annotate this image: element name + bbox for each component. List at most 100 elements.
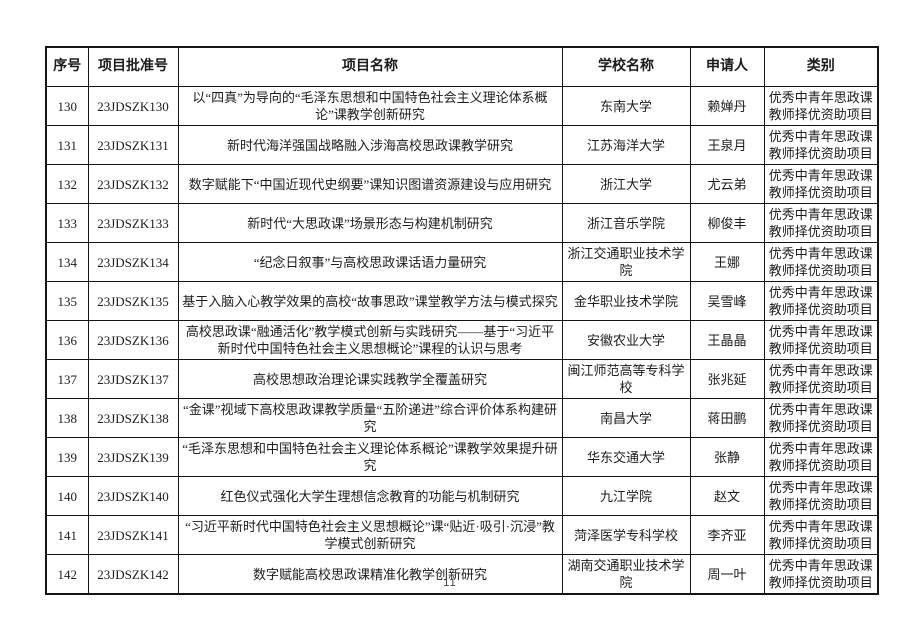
cell-applicant: 柳俊丰	[689, 203, 765, 244]
cell-school: 南昌大学	[561, 398, 691, 439]
cell-school: 九江学院	[561, 476, 691, 517]
cell-applicant: 张静	[689, 437, 765, 478]
cell-school: 金华职业技术学院	[561, 281, 691, 322]
cell-no: 138	[45, 398, 89, 439]
table-row: 135 23JDSZK135 基于入脑入心教学效果的高校“故事思政”课堂教学方法与模…	[45, 281, 879, 322]
cell-project-name: “金课”视域下高校思政课教学质量“五阶递进”综合评价体系构建研究	[177, 398, 563, 439]
cell-project-name: 以“四真”为导向的“毛泽东思想和中国特色社会主义理论体系概论”课教学创新研究	[177, 86, 563, 127]
cell-no: 134	[45, 242, 89, 283]
cell-applicant: 尤云弟	[689, 164, 765, 205]
cell-category: 优秀中青年思政课教师择优资助项目	[763, 359, 879, 400]
cell-project-name: 高校思想政治理论课实践教学全覆盖研究	[177, 359, 563, 400]
cell-applicant: 吴雪峰	[689, 281, 765, 322]
page-number: 11	[443, 577, 457, 589]
column-header-category: 类别	[763, 46, 879, 88]
column-header-project-name: 项目名称	[177, 46, 563, 88]
cell-approval-no: 23JDSZK133	[87, 203, 179, 244]
cell-category: 优秀中青年思政课教师择优资助项目	[763, 437, 879, 478]
cell-category: 优秀中青年思政课教师择优资助项目	[763, 125, 879, 166]
cell-category: 优秀中青年思政课教师择优资助项目	[763, 320, 879, 361]
cell-school: 湖南交通职业技术学院	[561, 554, 691, 595]
cell-school: 闽江师范高等专科学校	[561, 359, 691, 400]
document-page: 序号 项目批准号 项目名称 学校名称 申请人 类别 130 23JDSZK130 以…	[45, 46, 879, 596]
cell-school: 浙江音乐学院	[561, 203, 691, 244]
cell-school: 安徽农业大学	[561, 320, 691, 361]
cell-no: 133	[45, 203, 89, 244]
cell-no: 130	[45, 86, 89, 127]
cell-applicant: 王娜	[689, 242, 765, 283]
cell-school: 华东交通大学	[561, 437, 691, 478]
cell-applicant: 李齐亚	[689, 515, 765, 556]
cell-no: 137	[45, 359, 89, 400]
cell-no: 140	[45, 476, 89, 517]
cell-no: 135	[45, 281, 89, 322]
cell-school: 菏泽医学专科学校	[561, 515, 691, 556]
cell-category: 优秀中青年思政课教师择优资助项目	[763, 515, 879, 556]
cell-approval-no: 23JDSZK135	[87, 281, 179, 322]
cell-applicant: 张兆延	[689, 359, 765, 400]
table-body: 130 23JDSZK130 以“四真”为导向的“毛泽东思想和中国特色社会主义理论体…	[45, 86, 879, 595]
cell-category: 优秀中青年思政课教师择优资助项目	[763, 242, 879, 283]
cell-school: 浙江大学	[561, 164, 691, 205]
cell-project-name: 新时代海洋强国战略融入涉海高校思政课教学研究	[177, 125, 563, 166]
cell-applicant: 赖婵丹	[689, 86, 765, 127]
cell-project-name: 红色仪式强化大学生理想信念教育的功能与机制研究	[177, 476, 563, 517]
cell-project-name: 新时代“大思政课”场景形态与构建机制研究	[177, 203, 563, 244]
cell-category: 优秀中青年思政课教师择优资助项目	[763, 86, 879, 127]
cell-approval-no: 23JDSZK136	[87, 320, 179, 361]
column-header-applicant: 申请人	[689, 46, 765, 88]
table-row: 133 23JDSZK133 新时代“大思政课”场景形态与构建机制研究 浙江音乐学院柳…	[45, 203, 879, 244]
cell-approval-no: 23JDSZK137	[87, 359, 179, 400]
cell-project-name: 高校思政课“融通活化”教学模式创新与实践研究——基于“习近平新时代中国特色社会主…	[177, 320, 563, 361]
cell-category: 优秀中青年思政课教师择优资助项目	[763, 476, 879, 517]
cell-approval-no: 23JDSZK139	[87, 437, 179, 478]
cell-no: 132	[45, 164, 89, 205]
cell-approval-no: 23JDSZK138	[87, 398, 179, 439]
table-row: 140 23JDSZK140 红色仪式强化大学生理想信念教育的功能与机制研究 九江学院…	[45, 476, 879, 517]
cell-approval-no: 23JDSZK142	[87, 554, 179, 595]
cell-approval-no: 23JDSZK130	[87, 86, 179, 127]
table-row: 132 23JDSZK132 数字赋能下“中国近现代史纲要”课知识图谱资源建设与应用…	[45, 164, 879, 205]
cell-no: 141	[45, 515, 89, 556]
table-row: 142 23JDSZK142 数字赋能高校思政课精准化教学创新研究 湖南交通职业技术学…	[45, 554, 879, 595]
cell-applicant: 王晶晶	[689, 320, 765, 361]
cell-category: 优秀中青年思政课教师择优资助项目	[763, 554, 879, 595]
cell-category: 优秀中青年思政课教师择优资助项目	[763, 281, 879, 322]
table-row: 139 23JDSZK139 “毛泽东思想和中国特色社会主义理论体系概论”课教学效果…	[45, 437, 879, 478]
cell-approval-no: 23JDSZK140	[87, 476, 179, 517]
cell-no: 142	[45, 554, 89, 595]
table-row: 141 23JDSZK141 “习近平新时代中国特色社会主义思想概论”课“贴近·吸引…	[45, 515, 879, 556]
cell-approval-no: 23JDSZK131	[87, 125, 179, 166]
table-row: 137 23JDSZK137 高校思想政治理论课实践教学全覆盖研究 闽江师范高等专科学…	[45, 359, 879, 400]
cell-applicant: 赵文	[689, 476, 765, 517]
column-header-school-name: 学校名称	[561, 46, 691, 88]
table-header: 序号 项目批准号 项目名称 学校名称 申请人 类别	[45, 46, 879, 88]
cell-category: 优秀中青年思政课教师择优资助项目	[763, 164, 879, 205]
cell-category: 优秀中青年思政课教师择优资助项目	[763, 203, 879, 244]
cell-category: 优秀中青年思政课教师择优资助项目	[763, 398, 879, 439]
cell-no: 139	[45, 437, 89, 478]
cell-approval-no: 23JDSZK141	[87, 515, 179, 556]
column-header-approval-no: 项目批准号	[87, 46, 179, 88]
cell-project-name: “毛泽东思想和中国特色社会主义理论体系概论”课教学效果提升研究	[177, 437, 563, 478]
table-row: 131 23JDSZK131 新时代海洋强国战略融入涉海高校思政课教学研究 江苏海洋大…	[45, 125, 879, 166]
cell-school: 东南大学	[561, 86, 691, 127]
table-row: 136 23JDSZK136 高校思政课“融通活化”教学模式创新与实践研究——基于“…	[45, 320, 879, 361]
cell-no: 131	[45, 125, 89, 166]
table-row: 134 23JDSZK134 “纪念日叙事”与高校思政课话语力量研究 浙江交通职业技术…	[45, 242, 879, 283]
cell-project-name: “纪念日叙事”与高校思政课话语力量研究	[177, 242, 563, 283]
cell-school: 浙江交通职业技术学院	[561, 242, 691, 283]
header-row: 序号 项目批准号 项目名称 学校名称 申请人 类别	[45, 46, 879, 88]
cell-project-name: “习近平新时代中国特色社会主义思想概论”课“贴近·吸引·沉浸”教学模式创新研究	[177, 515, 563, 556]
projects-table: 序号 项目批准号 项目名称 学校名称 申请人 类别 130 23JDSZK130 以…	[45, 46, 879, 596]
cell-approval-no: 23JDSZK134	[87, 242, 179, 283]
cell-school: 江苏海洋大学	[561, 125, 691, 166]
cell-project-name: 数字赋能下“中国近现代史纲要”课知识图谱资源建设与应用研究	[177, 164, 563, 205]
cell-project-name: 基于入脑入心教学效果的高校“故事思政”课堂教学方法与模式探究	[177, 281, 563, 322]
table-row: 130 23JDSZK130 以“四真”为导向的“毛泽东思想和中国特色社会主义理论体…	[45, 86, 879, 127]
column-header-no: 序号	[45, 46, 89, 88]
cell-no: 136	[45, 320, 89, 361]
cell-approval-no: 23JDSZK132	[87, 164, 179, 205]
cell-applicant: 蒋田鹏	[689, 398, 765, 439]
table-row: 138 23JDSZK138 “金课”视域下高校思政课教学质量“五阶递进”综合评价体…	[45, 398, 879, 439]
